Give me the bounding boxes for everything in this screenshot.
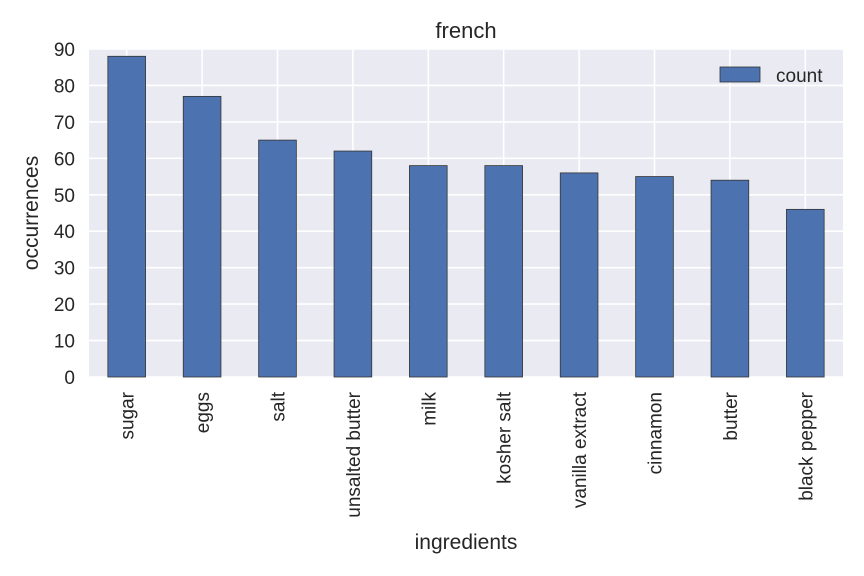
x-tick-label: kosher salt	[495, 391, 516, 484]
y-tick-label: 10	[54, 332, 75, 353]
y-axis-title: occurrences	[20, 156, 43, 270]
bar-vanilla-extract	[559, 172, 599, 378]
x-tick-label: cinnamon	[646, 392, 667, 474]
x-axis-title: ingredients	[415, 531, 518, 554]
bar-sugar	[107, 55, 146, 378]
y-tick-label: 90	[54, 40, 75, 61]
legend: count	[719, 66, 823, 87]
y-tick-label: 60	[54, 149, 75, 170]
legend-swatch	[719, 66, 761, 83]
bar-eggs	[182, 95, 222, 378]
x-tick-label: milk	[419, 392, 440, 426]
chart-title: french	[435, 18, 496, 43]
bar-unsalted-butter	[333, 150, 373, 378]
x-tick-label: unsalted butter	[344, 391, 365, 517]
y-tick-labels: 0 10 20 30 40 50 60 70 80 90	[54, 40, 75, 389]
x-tick-labels: sugar eggs salt unsalted butter milk kosher s…	[118, 391, 818, 517]
bar-salt	[258, 139, 297, 378]
y-tick-label: 40	[54, 222, 75, 243]
y-tick-label: 30	[54, 259, 75, 280]
x-tick-label: eggs	[193, 392, 214, 433]
x-tick-label: vanilla extract	[570, 391, 591, 508]
bars	[107, 55, 825, 378]
bar-kosher-salt	[484, 165, 523, 378]
x-tick-label: sugar	[118, 391, 139, 439]
legend-label: count	[776, 66, 823, 87]
x-tick-label: salt	[269, 391, 290, 421]
bar-milk	[409, 165, 448, 378]
x-tick-label: black pepper	[796, 391, 817, 500]
y-tick-label: 0	[64, 368, 75, 389]
y-tick-label: 20	[54, 295, 75, 316]
bar-cinnamon	[635, 176, 674, 378]
y-tick-label: 70	[54, 113, 75, 134]
bar-black-pepper	[786, 208, 825, 378]
bar-butter	[710, 179, 750, 378]
y-tick-label: 50	[54, 186, 75, 207]
x-tick-label: butter	[721, 391, 742, 440]
y-tick-label: 80	[54, 76, 75, 97]
